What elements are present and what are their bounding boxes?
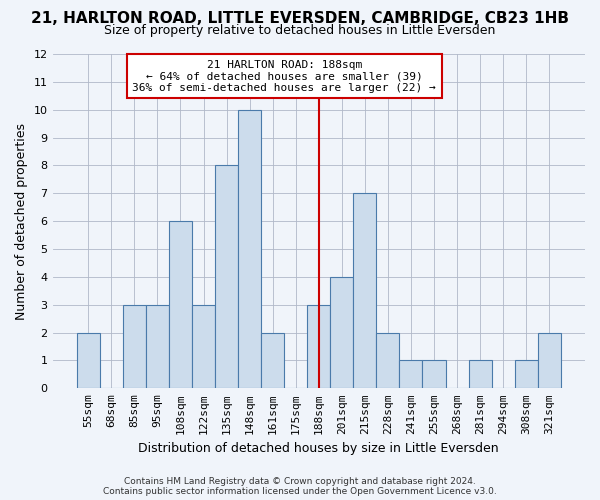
Bar	[238, 110, 261, 388]
Bar	[515, 360, 538, 388]
Y-axis label: Number of detached properties: Number of detached properties	[15, 122, 28, 320]
Text: Size of property relative to detached houses in Little Eversden: Size of property relative to detached ho…	[104, 24, 496, 37]
Bar	[307, 304, 330, 388]
Bar	[400, 360, 422, 388]
Bar	[261, 332, 284, 388]
Bar	[538, 332, 561, 388]
Text: 21 HARLTON ROAD: 188sqm
← 64% of detached houses are smaller (39)
36% of semi-de: 21 HARLTON ROAD: 188sqm ← 64% of detache…	[133, 60, 436, 93]
Bar	[146, 304, 169, 388]
Bar	[123, 304, 146, 388]
Text: Contains HM Land Registry data © Crown copyright and database right 2024.: Contains HM Land Registry data © Crown c…	[124, 478, 476, 486]
Bar	[215, 166, 238, 388]
Bar	[353, 194, 376, 388]
Bar	[330, 277, 353, 388]
Bar	[422, 360, 446, 388]
Text: Contains public sector information licensed under the Open Government Licence v3: Contains public sector information licen…	[103, 488, 497, 496]
Bar	[192, 304, 215, 388]
Text: 21, HARLTON ROAD, LITTLE EVERSDEN, CAMBRIDGE, CB23 1HB: 21, HARLTON ROAD, LITTLE EVERSDEN, CAMBR…	[31, 11, 569, 26]
X-axis label: Distribution of detached houses by size in Little Eversden: Distribution of detached houses by size …	[139, 442, 499, 455]
Bar	[169, 221, 192, 388]
Bar	[469, 360, 491, 388]
Bar	[376, 332, 400, 388]
Bar	[77, 332, 100, 388]
